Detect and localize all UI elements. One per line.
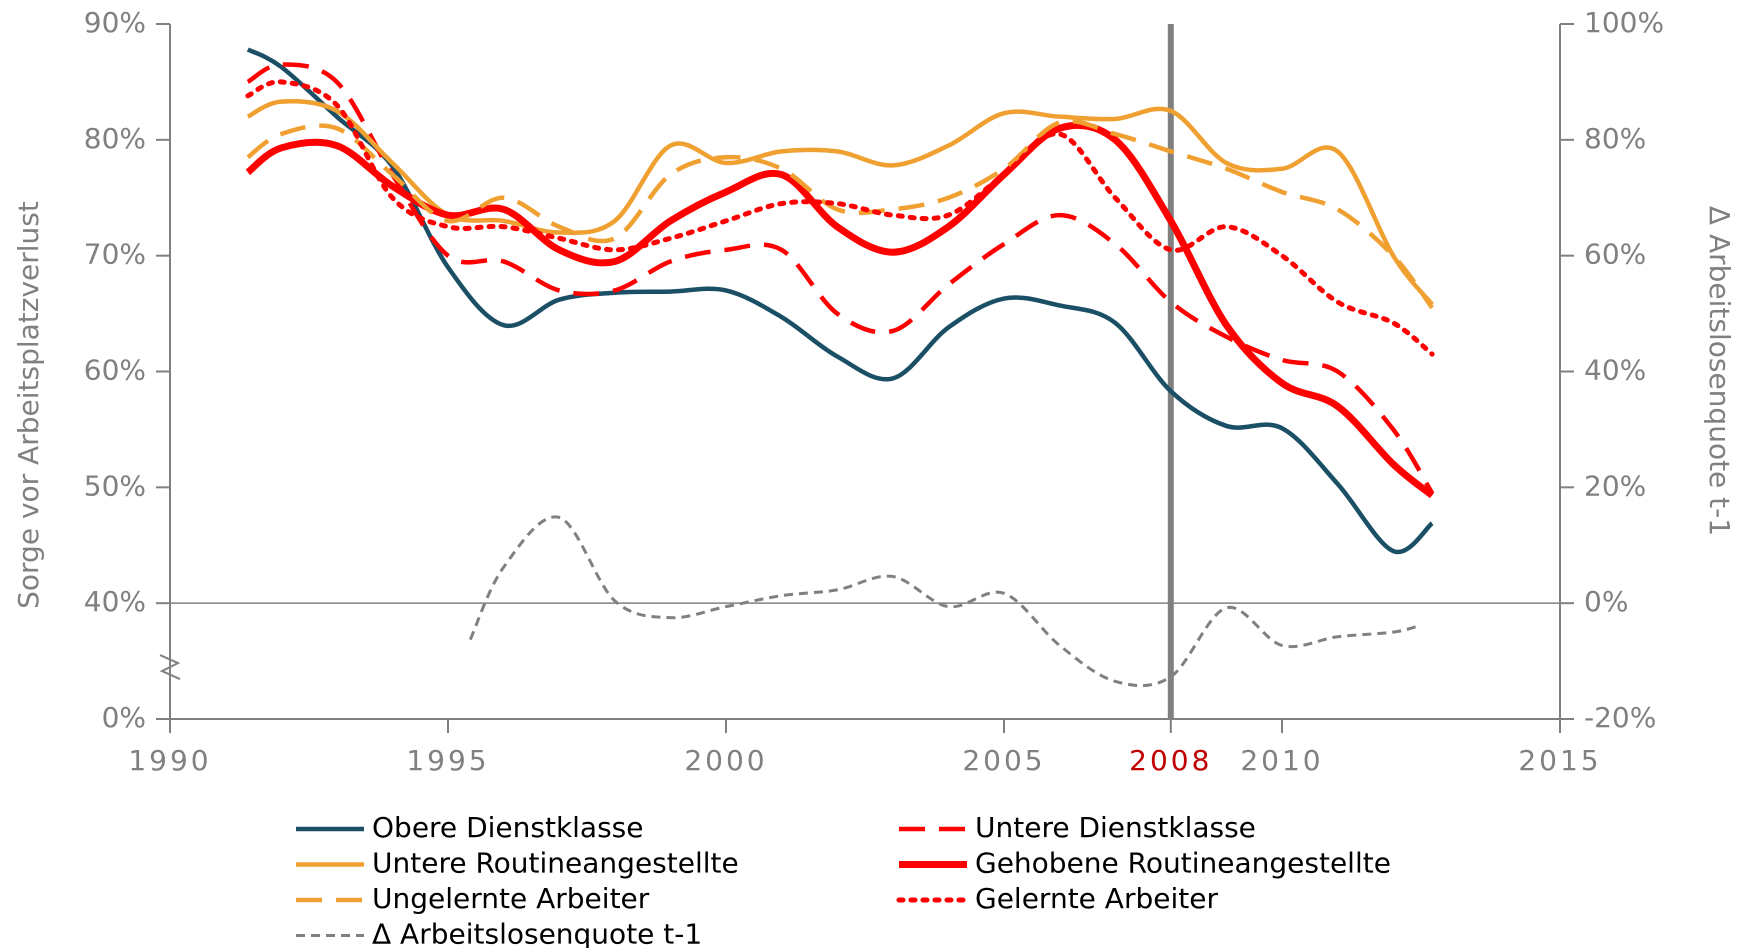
- series-line: [468, 515, 1422, 688]
- y-tick-label: 90%: [84, 6, 146, 39]
- legend-label: Ungelernte Arbeiter: [372, 882, 650, 915]
- legend-item: Untere Dienstklasse: [899, 811, 1256, 844]
- y2-tick-label: 60%: [1584, 238, 1646, 271]
- series-line: [246, 118, 1434, 310]
- legend-label: Gelernte Arbeiter: [975, 882, 1218, 915]
- x-tick-label: 2010: [1240, 744, 1323, 777]
- legend-item: Obere Dienstklasse: [296, 811, 644, 844]
- axis-break: [159, 654, 181, 680]
- x-tick-label: 1990: [128, 744, 211, 777]
- y2-tick-label: 0%: [1584, 585, 1628, 618]
- legend-item: Δ Arbeitslosenquote t-1: [296, 918, 702, 948]
- y2-tick-label: 100%: [1584, 6, 1664, 39]
- series-line: [245, 121, 1435, 499]
- legend-item: Gehobene Routineangestellte: [899, 847, 1391, 880]
- y2-tick-label: 20%: [1584, 469, 1646, 502]
- y-tick-label: 70%: [84, 238, 146, 271]
- legend-label: Δ Arbeitslosenquote t-1: [372, 918, 702, 948]
- x-tick-label: 2015: [1518, 744, 1601, 777]
- legend-label: Gehobene Routineangestellte: [975, 847, 1391, 880]
- y2-tick-label: 40%: [1584, 354, 1646, 387]
- legend-item: Gelernte Arbeiter: [896, 882, 1218, 915]
- series-line: [246, 47, 1434, 555]
- y2-tick-label: -20%: [1584, 701, 1656, 734]
- x-tick-label: 2005: [962, 744, 1045, 777]
- legend-label: Obere Dienstklasse: [372, 811, 644, 844]
- y2-axis-label: Δ Arbeitslosenquote t-1: [1703, 206, 1736, 536]
- y-tick-label: 80%: [84, 122, 146, 155]
- series-line: [245, 79, 1435, 357]
- series-line: [246, 62, 1435, 495]
- x-tick-label: 2000: [684, 744, 767, 777]
- y-axis-label: Sorge vor Arbeitsplatzverlust: [12, 201, 45, 609]
- y-tick-label: 0%: [102, 701, 146, 734]
- x-tick-label: 2008: [1129, 744, 1212, 777]
- legend-label: Untere Routineangestellte: [372, 847, 739, 880]
- legend-item: Untere Routineangestellte: [296, 847, 739, 880]
- x-tick-label: 1995: [406, 744, 489, 777]
- legend-label: Untere Dienstklasse: [975, 811, 1256, 844]
- y2-tick-label: 80%: [1584, 122, 1646, 155]
- series-line: [246, 98, 1434, 306]
- y-tick-label: 40%: [84, 585, 146, 618]
- y-tick-label: 60%: [84, 354, 146, 387]
- legend-item: Ungelernte Arbeiter: [296, 882, 650, 915]
- y-tick-label: 50%: [84, 469, 146, 502]
